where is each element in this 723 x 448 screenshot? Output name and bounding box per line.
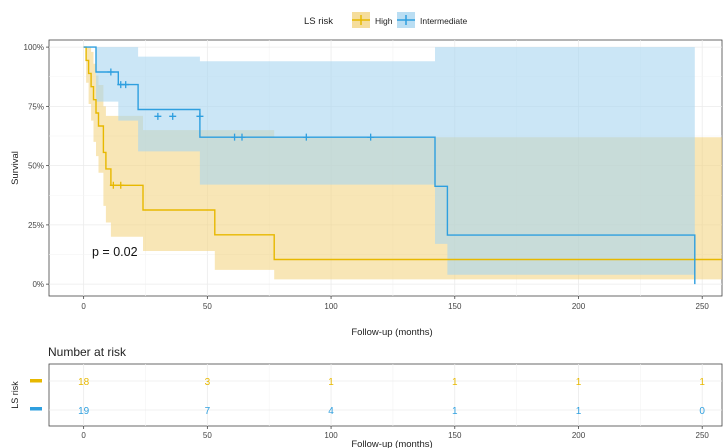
censor-mark-intermediate: [231, 133, 239, 141]
legend-title: LS risk: [304, 16, 333, 27]
km-y-axis-label: Survival: [10, 151, 21, 185]
risk-x-tick-label: 0: [81, 431, 86, 440]
risk-count-high: 1: [576, 377, 582, 388]
risk-row-key-intermediate: [30, 407, 42, 411]
censor-mark-high: [109, 181, 117, 189]
risk-table-y-label: LS risk: [10, 381, 20, 409]
censor-mark-intermediate: [107, 68, 115, 76]
risk-x-tick-label: 50: [203, 431, 212, 440]
legend-label-intermediate: Intermediate: [420, 16, 468, 26]
survival-curve-intermediate: [83, 46, 696, 285]
km-y-axis: 0% 25% 50% 75% 100%: [24, 43, 49, 289]
censor-marks: [107, 68, 375, 189]
km-y-tick-label: 100%: [24, 43, 44, 52]
km-plot-panel: 0 50 100 150 200 250 0% 25% 50% 75% 100% p = 0.02…: [10, 39, 723, 338]
censor-mark-intermediate: [302, 133, 310, 141]
survival-curve-high: [83, 46, 722, 261]
risk-count-intermediate: 1: [576, 406, 582, 417]
km-x-tick-label: 150: [448, 302, 462, 311]
risk-count-high: 3: [205, 377, 211, 388]
censor-mark-intermediate: [154, 112, 162, 120]
censor-mark-intermediate: [196, 112, 204, 120]
p-value-annotation: p = 0.02: [92, 245, 138, 259]
risk-x-tick-label: 100: [324, 431, 338, 440]
km-y-tick-label: 75%: [28, 102, 44, 111]
risk-row-key-high: [30, 379, 42, 383]
risk-table-border: [48, 363, 723, 427]
km-x-tick-label: 250: [696, 302, 710, 311]
risk-count-intermediate: 7: [205, 406, 211, 417]
risk-x-axis: 0 50 100 150 200 250: [81, 426, 709, 440]
legend-label-high: High: [375, 16, 393, 26]
km-y-tick-label: 0%: [32, 280, 44, 289]
risk-x-tick-label: 150: [448, 431, 462, 440]
confidence-bands: [83, 47, 723, 285]
censor-mark-intermediate: [367, 133, 375, 141]
risk-count-high: 1: [699, 377, 705, 388]
risk-cells: 18 3 1 1 1 1 19 7 4 1 1 0: [78, 377, 705, 417]
risk-count-high: 1: [452, 377, 458, 388]
risk-count-intermediate: 1: [452, 406, 458, 417]
km-y-tick-label: 25%: [28, 221, 44, 230]
km-x-axis-label: Follow-up (months): [351, 327, 432, 338]
survival-curves: [83, 46, 722, 285]
risk-count-high: 18: [78, 377, 90, 388]
km-x-axis: 0 50 100 150 200 250: [81, 296, 709, 311]
risk-x-tick-label: 200: [572, 431, 586, 440]
risk-x-axis-label: Follow-up (months): [351, 439, 432, 448]
km-x-tick-label: 0: [81, 302, 86, 311]
km-y-tick-label: 50%: [28, 162, 44, 171]
risk-count-intermediate: 4: [328, 406, 334, 417]
km-x-tick-label: 200: [572, 302, 586, 311]
censor-mark-intermediate: [122, 81, 130, 89]
risk-table-title: Number at risk: [48, 345, 127, 359]
risk-count-high: 1: [328, 377, 334, 388]
km-x-tick-label: 50: [203, 302, 212, 311]
censor-mark-intermediate: [238, 133, 246, 141]
censor-mark-high: [117, 181, 125, 189]
km-x-tick-label: 100: [324, 302, 338, 311]
confidence-band-intermediate: [83, 47, 695, 285]
risk-grid: [49, 364, 722, 426]
risk-count-intermediate: 0: [699, 406, 705, 417]
censor-mark-intermediate: [169, 112, 177, 120]
risk-x-tick-label: 250: [696, 431, 710, 440]
risk-table: Number at risk 18 3 1 1 1 1 19 7 4 1 1 0 0 50 100 150 2…: [10, 345, 723, 448]
legend: LS risk High Intermediate: [304, 12, 468, 28]
risk-count-intermediate: 19: [78, 406, 90, 417]
